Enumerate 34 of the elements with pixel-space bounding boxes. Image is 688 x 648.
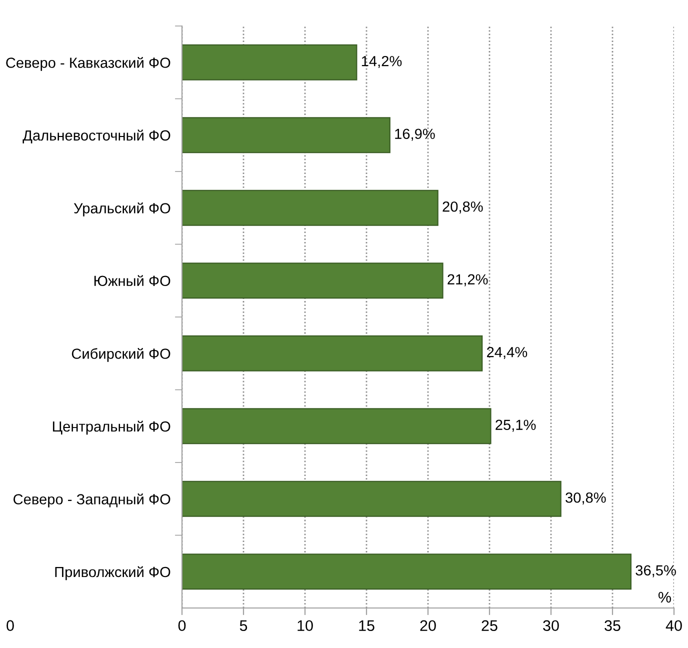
data-label: 14,2% xyxy=(362,56,402,68)
bar xyxy=(182,117,390,154)
bar xyxy=(182,480,562,517)
x-tick-label: 20 xyxy=(420,620,436,632)
x-tick-label: 15 xyxy=(359,620,374,632)
data-label: 21,2% xyxy=(448,274,488,286)
x-tick-label: 40 xyxy=(666,620,682,632)
y-tick-label: Южный ФО xyxy=(94,275,170,286)
bar xyxy=(182,262,444,299)
y-tick-label: Приволжский ФО xyxy=(55,566,170,580)
x-tick-label: 30 xyxy=(543,620,559,632)
y-tick-label: Сибирский ФО xyxy=(72,348,170,362)
bar xyxy=(182,44,358,80)
bar xyxy=(182,408,492,444)
x-tick-label: 5 xyxy=(240,620,248,632)
data-label: 30,8% xyxy=(566,492,606,505)
bar xyxy=(182,190,438,226)
x-tick-label: 10 xyxy=(298,620,313,632)
y-tick-label: Северо - Западный ФО xyxy=(14,493,170,508)
data-label: 24,4% xyxy=(487,346,528,360)
x-tick-label: 0 xyxy=(178,620,186,632)
data-label: 16,9% xyxy=(395,128,435,141)
y-tick-label: Уральский ФО xyxy=(74,202,170,216)
bar xyxy=(182,335,483,372)
x-axis-title: % xyxy=(658,592,671,603)
y-tick-label: Центральный ФО xyxy=(52,420,170,435)
x-tick-label: 25 xyxy=(482,620,498,632)
data-label: 36,5% xyxy=(636,565,676,578)
data-label: 20,8% xyxy=(442,201,483,214)
bar xyxy=(182,554,632,590)
y-tick-label: Северо - Кавказский ФО xyxy=(6,56,170,71)
x-tick-label: 35 xyxy=(604,620,620,632)
y-tick-label: Дальневосточный ФО xyxy=(22,130,170,144)
data-label: 25,1% xyxy=(496,420,536,432)
